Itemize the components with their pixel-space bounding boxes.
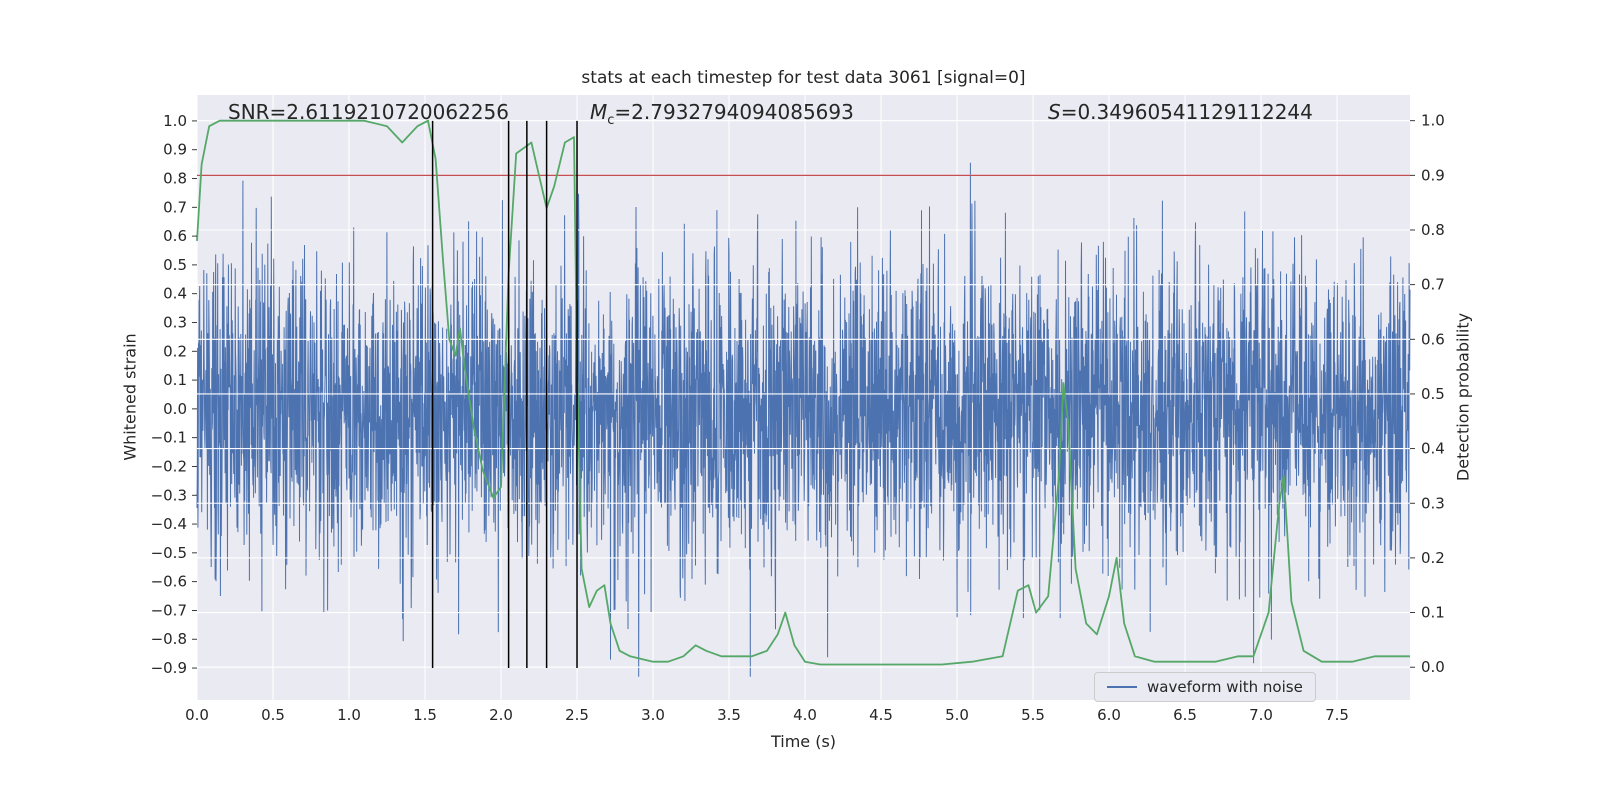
right-tick-label: 0.0	[1421, 658, 1445, 676]
left-tick-label: −0.7	[151, 601, 187, 619]
x-tick-label: 0.5	[261, 706, 285, 724]
legend-label: waveform with noise	[1147, 678, 1303, 696]
right-tick-label: 0.9	[1421, 166, 1445, 184]
x-tick-label: 1.0	[337, 706, 361, 724]
snr-value: SNR=2.6119210720062256	[228, 100, 509, 124]
x-tick-label: 2.0	[489, 706, 513, 724]
x-tick-label: 5.5	[1021, 706, 1045, 724]
left-tick-label: 0.4	[163, 285, 187, 303]
x-tick-label: 1.5	[413, 706, 437, 724]
x-tick-label: 6.0	[1097, 706, 1121, 724]
mc-subscript: c	[607, 113, 615, 128]
left-tick-label: 0.8	[163, 170, 187, 188]
annotation-s-stat: S=0.34960541129112244	[1048, 100, 1313, 124]
detection-probability-series	[196, 119, 1410, 666]
left-tick-label: −0.2	[151, 457, 187, 475]
left-tick-label: −0.5	[151, 544, 187, 562]
left-tick-label: 0.7	[163, 198, 187, 216]
right-tick-label: 1.0	[1421, 112, 1445, 130]
right-tick-label: 0.5	[1421, 385, 1445, 403]
x-axis-label: Time (s)	[770, 732, 837, 751]
mc-value: =2.7932794094085693	[614, 100, 854, 124]
left-tick-label: 0.5	[163, 256, 187, 274]
left-tick-label: 0.0	[163, 400, 187, 418]
x-tick-label: 5.0	[945, 706, 969, 724]
s-value: =0.34960541129112244	[1060, 100, 1313, 124]
left-tick-label: −0.4	[151, 515, 187, 533]
right-tick-label: 0.6	[1421, 330, 1445, 348]
right-tick-label: 0.7	[1421, 276, 1445, 294]
left-tick-label: −0.8	[151, 630, 187, 648]
x-tick-label: 2.5	[565, 706, 589, 724]
x-tick-label: 3.5	[717, 706, 741, 724]
left-tick-label: −0.6	[151, 573, 187, 591]
left-tick-label: 0.3	[163, 313, 187, 331]
waveform-legend-line-icon	[1107, 686, 1137, 688]
right-tick-label: 0.4	[1421, 440, 1445, 458]
left-tick-label: 0.1	[163, 371, 187, 389]
right-tick-label: 0.8	[1421, 221, 1445, 239]
legend: waveform with noise	[1094, 672, 1316, 702]
waveform-with-noise-series	[196, 162, 1411, 677]
mc-symbol: M	[590, 100, 608, 124]
left-tick-label: 1.0	[163, 112, 187, 130]
annotation-chirp-mass: Mc=2.7932794094085693	[590, 100, 854, 128]
x-tick-label: 4.5	[869, 706, 893, 724]
x-tick-label: 4.0	[793, 706, 817, 724]
right-tick-label: 0.3	[1421, 494, 1445, 512]
left-tick-label: −0.3	[151, 486, 187, 504]
x-tick-label: 3.0	[641, 706, 665, 724]
left-tick-label: 0.9	[163, 141, 187, 159]
x-tick-label: 0.0	[185, 706, 209, 724]
s-symbol: S	[1048, 100, 1061, 124]
left-tick-label: 0.2	[163, 342, 187, 360]
left-tick-label: −0.1	[151, 429, 187, 447]
chart-title: stats at each timestep for test data 306…	[581, 68, 1026, 88]
right-tick-label: 0.1	[1421, 604, 1445, 622]
x-tick-label: 6.5	[1173, 706, 1197, 724]
left-tick-label: −0.9	[151, 659, 187, 677]
right-axis-label: Detection probability	[1453, 312, 1473, 482]
x-tick-label: 7.5	[1325, 706, 1349, 724]
right-tick-label: 0.2	[1421, 549, 1445, 567]
annotation-snr: SNR=2.6119210720062256	[228, 100, 509, 124]
left-tick-label: 0.6	[163, 227, 187, 245]
left-axis-label: Whitened strain	[120, 333, 140, 461]
x-tick-label: 7.0	[1249, 706, 1273, 724]
